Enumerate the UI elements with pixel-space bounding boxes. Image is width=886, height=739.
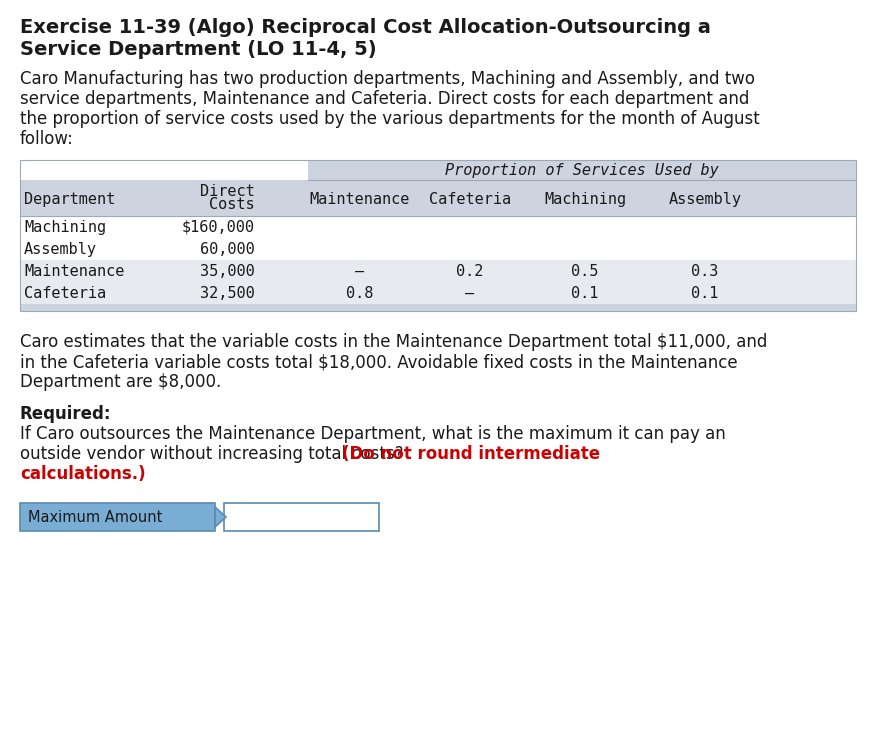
Bar: [20, 216, 856, 238]
Text: 0.2: 0.2: [456, 264, 484, 279]
Text: Cafeteria: Cafeteria: [24, 286, 106, 301]
Text: Maintenance: Maintenance: [24, 264, 124, 279]
Text: Assembly: Assembly: [24, 242, 97, 257]
Text: Machining: Machining: [24, 220, 106, 235]
Text: Cafeteria: Cafeteria: [429, 192, 511, 207]
Text: service departments, Maintenance and Cafeteria. Direct costs for each department: service departments, Maintenance and Caf…: [20, 90, 750, 108]
Text: in the Cafeteria variable costs total $18,000. Avoidable fixed costs in the Main: in the Cafeteria variable costs total $1…: [20, 353, 738, 371]
Bar: [20, 238, 856, 260]
Text: $160,000: $160,000: [182, 220, 255, 235]
Text: Department: Department: [24, 192, 115, 207]
Text: Maximum Amount: Maximum Amount: [28, 509, 162, 525]
Text: the proportion of service costs used by the various departments for the month of: the proportion of service costs used by …: [20, 110, 760, 128]
Text: –: –: [355, 264, 364, 279]
Text: Caro estimates that the variable costs in the Maintenance Department total $11,0: Caro estimates that the variable costs i…: [20, 333, 767, 351]
Text: Service Department (LO 11-4, 5): Service Department (LO 11-4, 5): [20, 40, 377, 59]
Text: If Caro outsources the Maintenance Department, what is the maximum it can pay an: If Caro outsources the Maintenance Depar…: [20, 425, 726, 443]
Bar: [308, 160, 856, 180]
Bar: [20, 503, 215, 531]
Text: Department are $8,000.: Department are $8,000.: [20, 373, 222, 391]
Text: follow:: follow:: [20, 130, 74, 148]
Text: 35,000: 35,000: [200, 264, 255, 279]
Text: Costs: Costs: [209, 197, 255, 212]
Text: Exercise 11-39 (Algo) Reciprocal Cost Allocation-Outsourcing a: Exercise 11-39 (Algo) Reciprocal Cost Al…: [20, 18, 711, 37]
Bar: [20, 180, 856, 216]
Text: Direct: Direct: [200, 184, 255, 199]
Text: 0.8: 0.8: [346, 286, 374, 301]
Text: 0.1: 0.1: [691, 286, 719, 301]
Bar: [224, 503, 379, 531]
Text: outside vendor without increasing total costs?: outside vendor without increasing total …: [20, 445, 408, 463]
Text: 0.1: 0.1: [571, 286, 599, 301]
Text: Assembly: Assembly: [669, 192, 742, 207]
Text: 0.5: 0.5: [571, 264, 599, 279]
Bar: [20, 260, 856, 282]
Text: Required:: Required:: [20, 405, 112, 423]
Bar: [20, 160, 856, 311]
Text: Proportion of Services Used by: Proportion of Services Used by: [445, 163, 719, 178]
Text: 60,000: 60,000: [200, 242, 255, 257]
Text: 32,500: 32,500: [200, 286, 255, 301]
Bar: [20, 304, 856, 311]
Text: 0.3: 0.3: [691, 264, 719, 279]
Text: Machining: Machining: [544, 192, 626, 207]
Polygon shape: [215, 507, 226, 527]
Text: (Do not round intermediate: (Do not round intermediate: [342, 445, 600, 463]
Text: calculations.): calculations.): [20, 465, 145, 483]
Bar: [20, 282, 856, 304]
Text: –: –: [465, 286, 475, 301]
Text: Maintenance: Maintenance: [310, 192, 410, 207]
Text: Caro Manufacturing has two production departments, Machining and Assembly, and t: Caro Manufacturing has two production de…: [20, 70, 755, 88]
